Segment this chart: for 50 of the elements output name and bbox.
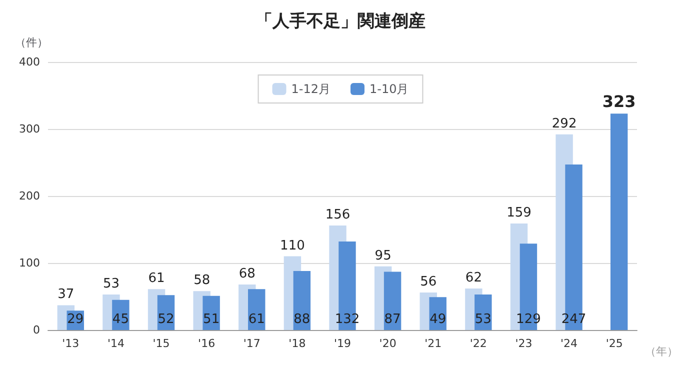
data-label: 110 [280,238,305,254]
data-label: 95 [374,248,392,264]
bar [384,272,402,330]
y-axis-title: （件） [15,36,48,49]
legend-label: 1-12月 [291,82,330,96]
y-tick-label: 400 [19,56,40,68]
x-tick-label: '16 [198,337,216,350]
x-tick-label: '22 [470,337,487,350]
data-label: 61 [148,271,165,286]
y-tick-label: 100 [19,256,40,270]
data-label: 159 [506,205,532,220]
x-tick-label: '21 [424,337,442,350]
data-label: 56 [420,274,437,290]
data-label: 58 [194,273,210,288]
x-axis-title: （年） [645,345,678,358]
data-label: 68 [238,266,256,282]
data-label: 53 [102,276,120,292]
y-tick-label: 300 [19,122,40,136]
bar [474,294,492,330]
legend-label: 1-10月 [370,82,409,96]
bar [293,271,311,330]
bar [610,114,628,330]
x-tick-label: '20 [379,337,396,350]
x-tick-label: '24 [560,337,578,350]
data-label: 49 [430,312,446,327]
data-label: 156 [325,207,350,222]
bar [202,296,220,330]
data-label: 37 [58,287,74,302]
data-label: 45 [112,312,129,327]
x-tick-label: '25 [606,337,623,350]
x-tick-label: '23 [515,337,532,350]
data-label: 62 [465,270,482,286]
x-tick-label: '15 [152,337,170,350]
data-label: 61 [248,312,265,327]
data-label: 323 [602,92,636,112]
x-tick-label: '19 [334,337,352,350]
y-tick-label: 0 [33,324,40,336]
chart-title: 「人手不足」関連倒産 [256,12,426,32]
data-label: 52 [158,312,174,327]
x-tick-label: '14 [107,337,124,350]
y-tick-label: 200 [19,190,40,202]
data-label: 51 [203,312,220,327]
data-label: 87 [384,312,401,327]
data-label: 292 [552,116,577,132]
data-label: 29 [67,312,84,327]
x-tick-label: '17 [243,337,260,350]
x-tick-label: '18 [288,337,306,350]
data-label: 88 [294,312,310,327]
x-tick-label: '13 [62,337,80,350]
data-label: 53 [474,312,492,327]
